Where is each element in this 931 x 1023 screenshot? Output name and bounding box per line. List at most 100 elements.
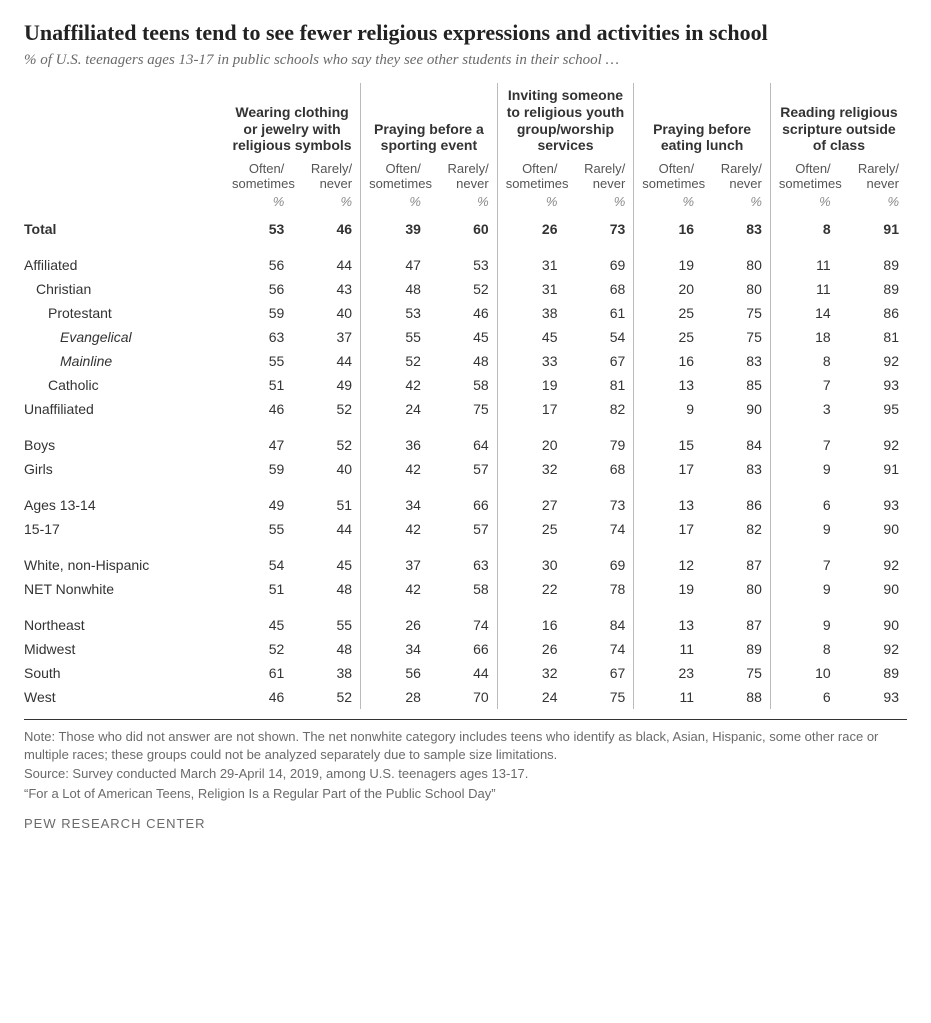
data-cell: 44 — [292, 241, 360, 277]
data-cell: 52 — [224, 637, 292, 661]
data-cell: 14 — [770, 301, 838, 325]
data-cell: 59 — [224, 301, 292, 325]
data-cell: 7 — [770, 421, 838, 457]
page-subtitle: % of U.S. teenagers ages 13-17 in public… — [24, 52, 907, 69]
data-cell: 37 — [361, 541, 429, 577]
data-cell: 55 — [361, 325, 429, 349]
data-cell: 90 — [702, 397, 770, 421]
data-cell: 47 — [224, 421, 292, 457]
sub-header-row: Often/ sometimes Rarely/ never Often/ so… — [24, 160, 907, 192]
data-cell: 67 — [565, 349, 633, 373]
data-cell: 54 — [565, 325, 633, 349]
data-cell: 53 — [361, 301, 429, 325]
data-cell: 64 — [429, 421, 497, 457]
quote-text: “For a Lot of American Teens, Religion I… — [24, 785, 907, 803]
data-cell: 25 — [497, 517, 565, 541]
table-row: 15-175544425725741782990 — [24, 517, 907, 541]
row-label: 15-17 — [24, 517, 224, 541]
data-cell: 69 — [565, 541, 633, 577]
data-cell: 25 — [634, 301, 702, 325]
data-cell: 28 — [361, 685, 429, 709]
pct-symbol: % — [361, 192, 429, 217]
data-cell: 13 — [634, 481, 702, 517]
data-cell: 86 — [839, 301, 907, 325]
table-row: White, non-Hispanic5445376330691287792 — [24, 541, 907, 577]
data-cell: 8 — [770, 217, 838, 241]
data-cell: 26 — [497, 637, 565, 661]
data-cell: 40 — [292, 457, 360, 481]
data-cell: 49 — [224, 481, 292, 517]
data-cell: 93 — [839, 685, 907, 709]
data-cell: 92 — [839, 541, 907, 577]
data-cell: 75 — [702, 301, 770, 325]
data-cell: 46 — [224, 685, 292, 709]
data-cell: 15 — [634, 421, 702, 457]
table-row: Catholic5149425819811385793 — [24, 373, 907, 397]
table-row: Evangelical63375545455425751881 — [24, 325, 907, 349]
data-table: Wearing clothing or jewelry with religio… — [24, 83, 907, 709]
data-cell: 56 — [224, 241, 292, 277]
data-cell: 7 — [770, 541, 838, 577]
data-cell: 75 — [565, 685, 633, 709]
table-body: Total5346396026731683891Affiliated564447… — [24, 217, 907, 709]
data-cell: 51 — [224, 577, 292, 601]
sub-often: Often/ sometimes — [497, 160, 565, 192]
row-label: Affiliated — [24, 241, 224, 277]
pct-row: % % % % % % % % % % — [24, 192, 907, 217]
data-cell: 60 — [429, 217, 497, 241]
data-cell: 81 — [839, 325, 907, 349]
data-cell: 91 — [839, 457, 907, 481]
data-cell: 63 — [429, 541, 497, 577]
sub-often: Often/ sometimes — [770, 160, 838, 192]
row-label: Protestant — [24, 301, 224, 325]
data-cell: 73 — [565, 481, 633, 517]
data-cell: 48 — [292, 637, 360, 661]
data-cell: 13 — [634, 601, 702, 637]
data-cell: 73 — [565, 217, 633, 241]
row-label: Christian — [24, 277, 224, 301]
data-cell: 16 — [634, 217, 702, 241]
data-cell: 17 — [634, 517, 702, 541]
row-label: South — [24, 661, 224, 685]
data-cell: 46 — [224, 397, 292, 421]
data-cell: 30 — [497, 541, 565, 577]
data-cell: 45 — [224, 601, 292, 637]
sub-rarely: Rarely/ never — [702, 160, 770, 192]
data-cell: 85 — [702, 373, 770, 397]
data-cell: 63 — [224, 325, 292, 349]
data-cell: 57 — [429, 517, 497, 541]
data-cell: 83 — [702, 457, 770, 481]
data-cell: 31 — [497, 277, 565, 301]
row-label: Mainline — [24, 349, 224, 373]
data-cell: 11 — [770, 241, 838, 277]
table-row: Midwest5248346626741189892 — [24, 637, 907, 661]
data-cell: 46 — [429, 301, 497, 325]
data-cell: 67 — [565, 661, 633, 685]
data-cell: 42 — [361, 457, 429, 481]
data-cell: 33 — [497, 349, 565, 373]
data-cell: 74 — [565, 517, 633, 541]
data-cell: 79 — [565, 421, 633, 457]
table-header: Wearing clothing or jewelry with religio… — [24, 83, 907, 217]
table-row: Protestant59405346386125751486 — [24, 301, 907, 325]
table-row: South61385644326723751089 — [24, 661, 907, 685]
data-cell: 68 — [565, 277, 633, 301]
row-label: Northeast — [24, 601, 224, 637]
row-label: Unaffiliated — [24, 397, 224, 421]
data-cell: 49 — [292, 373, 360, 397]
data-cell: 36 — [361, 421, 429, 457]
row-label: Ages 13-14 — [24, 481, 224, 517]
pct-symbol: % — [497, 192, 565, 217]
data-cell: 91 — [839, 217, 907, 241]
pct-symbol: % — [292, 192, 360, 217]
data-cell: 10 — [770, 661, 838, 685]
data-cell: 93 — [839, 373, 907, 397]
data-cell: 81 — [565, 373, 633, 397]
pct-symbol: % — [224, 192, 292, 217]
data-cell: 87 — [702, 541, 770, 577]
table-row: Christian56434852316820801189 — [24, 277, 907, 301]
sub-rarely: Rarely/ never — [292, 160, 360, 192]
data-cell: 89 — [839, 661, 907, 685]
row-label: West — [24, 685, 224, 709]
data-cell: 43 — [292, 277, 360, 301]
